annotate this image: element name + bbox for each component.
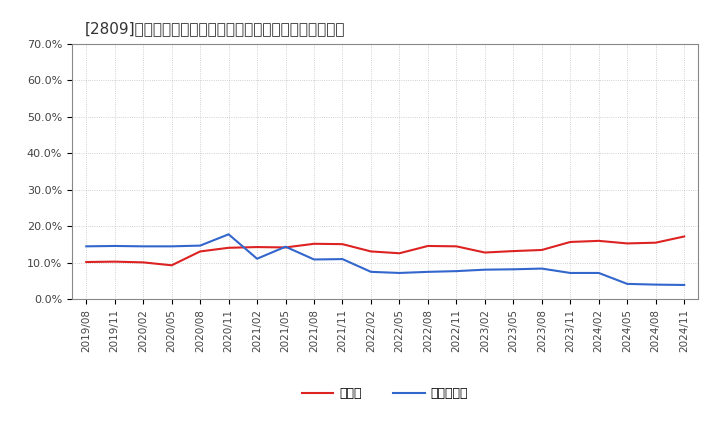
現須金: [338, 242, 347, 247]
現須金: [423, 243, 432, 249]
有利子負債: [423, 269, 432, 275]
有利子負債: [566, 270, 575, 275]
有利子負債: [310, 257, 318, 262]
有利子負債: [167, 244, 176, 249]
有利子負債: [652, 282, 660, 287]
現須金: [652, 240, 660, 246]
現須金: [566, 239, 575, 245]
Line: 現須金: 現須金: [86, 236, 684, 265]
現須金: [452, 244, 461, 249]
有利子負債: [196, 243, 204, 248]
現須金: [253, 245, 261, 250]
現須金: [537, 247, 546, 253]
現須金: [680, 234, 688, 239]
有利子負債: [225, 232, 233, 237]
Text: [2809]　現須金、有利子負債の総資産に対する比率の推移: [2809] 現須金、有利子負債の総資産に対する比率の推移: [84, 21, 345, 36]
有利子負債: [338, 257, 347, 262]
現須金: [310, 241, 318, 246]
現須金: [395, 251, 404, 256]
有利子負債: [623, 281, 631, 286]
現須金: [480, 250, 489, 255]
有利子負債: [509, 267, 518, 272]
Legend: 現須金, 有利子負債: 現須金, 有利子負債: [297, 382, 473, 405]
現須金: [167, 263, 176, 268]
有利子負債: [110, 243, 119, 249]
現須金: [623, 241, 631, 246]
有利子負債: [139, 244, 148, 249]
有利子負債: [595, 270, 603, 275]
有利子負債: [395, 270, 404, 275]
有利子負債: [366, 269, 375, 275]
現須金: [196, 249, 204, 254]
現須金: [366, 249, 375, 254]
有利子負債: [537, 266, 546, 271]
有利子負債: [452, 268, 461, 274]
有利子負債: [282, 244, 290, 249]
現須金: [595, 238, 603, 243]
有利子負債: [480, 267, 489, 272]
現須金: [139, 260, 148, 265]
Line: 有利子負債: 有利子負債: [86, 235, 684, 285]
有利子負債: [82, 244, 91, 249]
現須金: [110, 259, 119, 264]
現須金: [82, 259, 91, 264]
有利子負債: [253, 256, 261, 261]
現須金: [282, 245, 290, 250]
現須金: [225, 245, 233, 250]
有利子負債: [680, 282, 688, 288]
現須金: [509, 249, 518, 254]
